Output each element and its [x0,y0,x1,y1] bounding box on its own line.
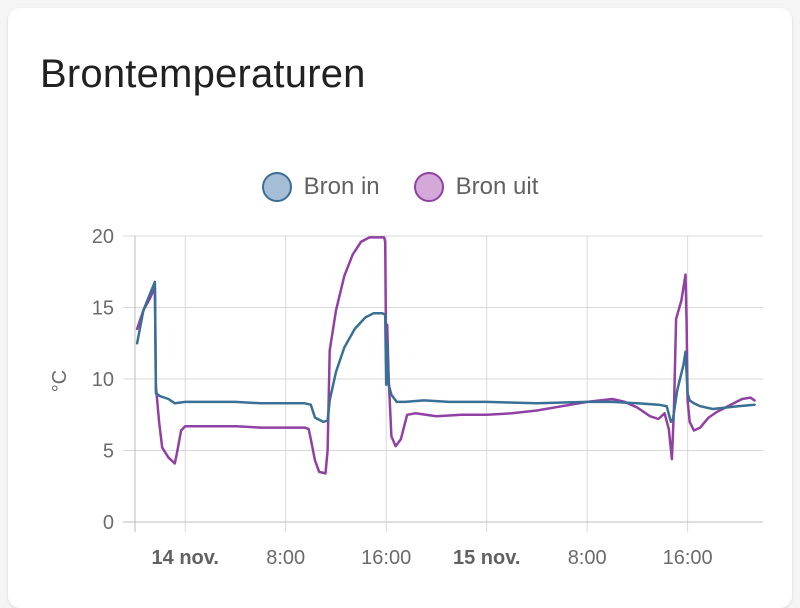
temperature-line-chart[interactable]: 0 5 10 15 20 14 nov. 8:00 16:00 15 nov. 8:00 16:00… [0,0,800,589]
card-title: Brontemperaturen [40,52,366,96]
series-line-bron-uit [135,236,756,475]
x-tick-label: 15 nov. [453,547,520,569]
y-tick-label: 15 [92,298,114,320]
chart-legend: Bron in Bron uit [0,172,800,202]
legend-label-bron-in: Bron in [303,173,380,200]
series-line-bron-in [135,280,756,424]
x-tick-label: 16:00 [361,547,411,569]
x-tick-label: 16:00 [663,547,713,569]
legend-swatch-bron-uit [413,172,444,202]
y-tick-label: 20 [92,226,114,248]
x-tick-label: 8:00 [568,547,607,569]
legend-item-bron-uit[interactable]: Bron uit [413,172,539,202]
y-tick-label: 5 [103,441,114,463]
y-tick-label: 10 [92,369,114,391]
legend-swatch-bron-in [261,172,292,202]
y-tick-label: 0 [103,512,114,534]
legend-item-bron-in[interactable]: Bron in [261,172,380,202]
legend-label-bron-uit: Bron uit [455,173,539,200]
x-tick-label: 8:00 [266,547,305,569]
x-tick-label: 14 nov. [152,547,219,569]
y-axis-label: °C [49,370,71,392]
